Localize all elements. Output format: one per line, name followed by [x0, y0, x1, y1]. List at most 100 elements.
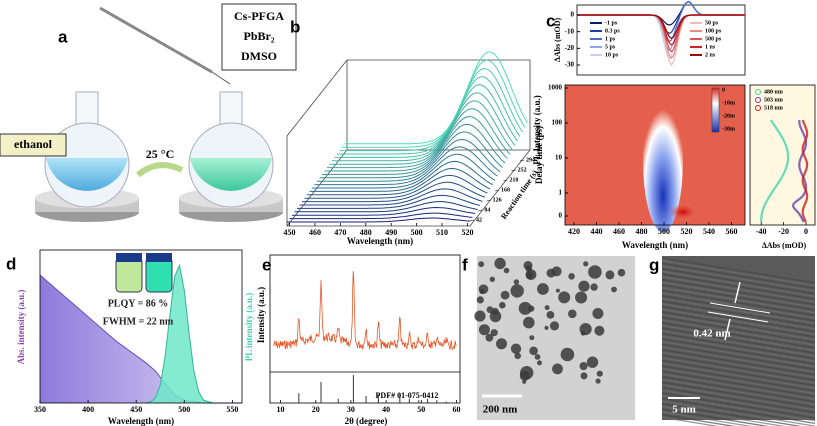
- lattice-fringe: [661, 408, 769, 426]
- particle: [552, 363, 563, 375]
- lattice-fringe: [661, 281, 816, 308]
- particle: [486, 306, 494, 314]
- lattice-fringe: [661, 354, 816, 381]
- lattice-fringe: [661, 295, 816, 322]
- x-tick-label: 0: [804, 227, 808, 236]
- tem-image: [477, 256, 635, 420]
- particle: [575, 291, 588, 304]
- spectrum-curve: [322, 123, 506, 175]
- particle: [605, 270, 615, 280]
- z-tick: [511, 169, 516, 172]
- legend-label: 50 ps: [705, 20, 719, 26]
- colorbar-label: -10m: [722, 100, 735, 106]
- particle: [586, 356, 599, 368]
- panel-label: b: [290, 17, 300, 36]
- x-tick-label: 440: [591, 227, 603, 236]
- spectrum-curve: [317, 138, 501, 182]
- x-tick-label: 510: [436, 228, 448, 237]
- spectrum-curve: [339, 67, 523, 152]
- particle: [579, 362, 588, 371]
- particle: [525, 269, 537, 280]
- particle: [490, 329, 498, 337]
- x-tick-label: 500: [658, 227, 670, 236]
- lattice-fringe: [661, 319, 816, 346]
- kinetic-trace: [801, 119, 809, 223]
- legend-label: 5 ps: [605, 44, 616, 50]
- spectrum-curve: [287, 217, 471, 223]
- spacing-label: 0.42 nm: [693, 328, 730, 340]
- spectrum-curve: [309, 160, 493, 192]
- lattice-fringe: [661, 341, 816, 368]
- y-tick-label: 100: [552, 119, 563, 127]
- lattice-fringe: [661, 373, 816, 400]
- spectrum-curve: [299, 188, 483, 206]
- particle: [522, 379, 527, 384]
- lattice-fringe: [661, 327, 816, 354]
- kinetic-curve: [577, 14, 745, 40]
- lattice-fringe: [661, 311, 816, 338]
- particle: [474, 310, 486, 322]
- legend-label: 1 ps: [605, 36, 616, 42]
- heatmap-feature: [643, 88, 683, 232]
- lattice-fringe: [661, 416, 720, 426]
- z-tick-label: 84: [484, 207, 490, 213]
- particle: [513, 279, 520, 285]
- colorbar-label: -30m: [722, 126, 735, 132]
- plqy: PLQY = 86 %: [108, 298, 169, 309]
- particle: [494, 257, 506, 270]
- particle: [555, 288, 560, 293]
- particle: [558, 291, 571, 304]
- lattice-fringe: [661, 278, 816, 306]
- particle: [544, 305, 550, 311]
- particle: [485, 333, 494, 342]
- y-tick-label: 0: [559, 212, 563, 220]
- x-tick-label: 480: [636, 227, 648, 236]
- panel-label: f: [462, 255, 468, 274]
- z-tick-label: 126: [493, 197, 502, 203]
- spectrum-curve: [289, 212, 473, 220]
- x-axis-label: Wavelength (nm): [108, 416, 174, 426]
- box-3d: [286, 59, 531, 227]
- lattice-fringe: [661, 362, 816, 389]
- x-tick-label: 30: [347, 405, 355, 414]
- particle: [510, 343, 522, 354]
- lattice-fringe: [661, 413, 736, 426]
- lattice-fringe: [661, 316, 816, 344]
- lattice-fringe: [661, 386, 816, 414]
- particle: [594, 325, 605, 336]
- particle: [523, 261, 533, 270]
- spectrum-curve: [307, 167, 491, 196]
- z-tick: [503, 179, 508, 182]
- spectrum-curve: [292, 206, 476, 216]
- lattice-fringe: [661, 384, 816, 411]
- particle: [528, 305, 535, 312]
- spectrum-curve: [327, 108, 511, 169]
- z-tick: [519, 159, 525, 162]
- lattice-fringe: [661, 287, 816, 314]
- x-tick-label: 540: [703, 227, 715, 236]
- colorbar: [711, 87, 720, 133]
- particle: [544, 325, 549, 330]
- z-tick: [494, 189, 500, 192]
- reagent: DMSO: [241, 49, 277, 63]
- particle: [478, 261, 485, 268]
- panel-label: e: [262, 255, 271, 274]
- legend-label: 0.3 ps: [605, 28, 620, 34]
- particle: [537, 360, 542, 366]
- x-tick-label: 520: [461, 228, 473, 237]
- y-tick-label: 10: [555, 154, 563, 162]
- particle: [478, 324, 490, 336]
- spectrum-curve: [332, 92, 516, 162]
- colorbar-label: 0: [722, 87, 725, 93]
- x-tick-label: 10: [277, 405, 285, 414]
- legend-marker: [755, 89, 761, 95]
- y-axis-label: PL Intensity (a.u.): [532, 95, 542, 165]
- particle: [611, 286, 617, 293]
- heatmap-feature: [669, 204, 697, 220]
- y-tick-label: 1000: [548, 84, 563, 92]
- lattice-fringe: [661, 324, 816, 352]
- particle: [518, 301, 532, 315]
- panel-label: g: [649, 255, 659, 274]
- plot-frame: [576, 4, 746, 76]
- lattice-fringe: [661, 300, 816, 327]
